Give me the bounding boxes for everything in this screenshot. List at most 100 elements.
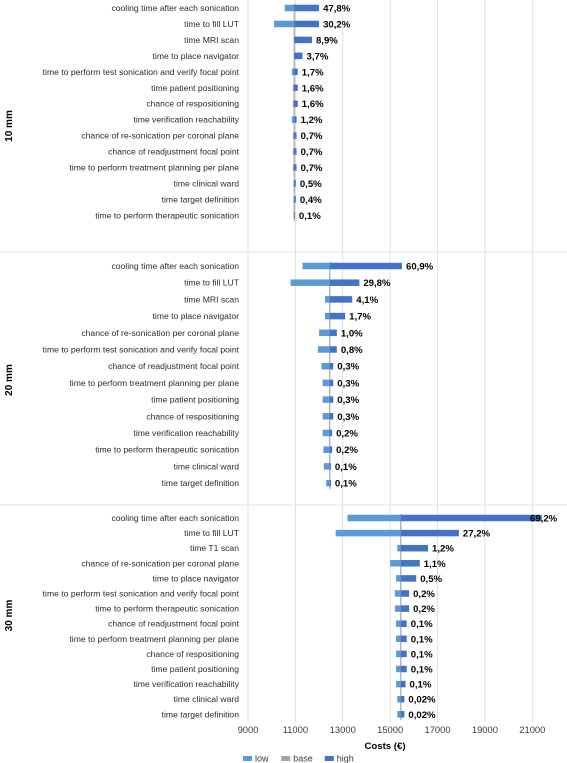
panel-1-row-10-category-label: chance of readjustment focal point — [108, 147, 240, 157]
panel-2-row-12-category-label: time to perform therapeutic sonication — [95, 445, 239, 455]
panel-2-row-10-percent-label: 0,3% — [337, 412, 359, 423]
panel-1-row-10-percent-label: 0,7% — [301, 147, 323, 158]
legend-label-low: low — [255, 754, 269, 763]
panel-2-row-11-low-bar — [322, 429, 330, 437]
panel-3-row-4-high-bar — [400, 560, 420, 567]
legend-label-base: base — [293, 754, 313, 763]
panel-3-row-4-low-bar — [390, 560, 401, 567]
panel-2-row-3-low-bar — [325, 296, 330, 303]
panel-3-label: 30 mm — [4, 600, 15, 632]
panel-2-row-6-category-label: time to perform test sonication and veri… — [43, 345, 240, 355]
panel-2-row-7-high-bar — [329, 362, 334, 370]
panel-2-label: 20 mm — [4, 364, 15, 396]
x-axis: 9000 11000 13000 15000 17000 19000 21000 — [238, 724, 546, 735]
panel-2-row-14-percent-label: 0,1% — [335, 479, 357, 490]
panel-2-row-2-high-bar — [329, 279, 360, 286]
panel-3-row-12-high-bar — [400, 680, 406, 688]
panel-2-row-6-percent-label: 0,8% — [341, 345, 363, 356]
panel-3-row-12-category-label: time verification reachability — [133, 679, 239, 689]
panel-3-row-1-category-label: cooling time after each sonication — [111, 513, 239, 523]
panel-2-row-11-category-label: time verification reachability — [133, 428, 239, 438]
panel-2-row-7-percent-label: 0,3% — [337, 362, 359, 373]
panel-3-row-7-high-bar — [400, 605, 410, 612]
panel-1-row-13-category-label: time target definition — [162, 194, 240, 204]
panel-3-row-8-high-bar — [400, 620, 407, 627]
panel-3-row-7-category-label: time to perform therapeutic sonication — [95, 604, 239, 614]
gridlines — [247, 0, 533, 722]
panel-1-row-6-low-bar — [293, 84, 295, 91]
legend-item-base: base — [281, 754, 313, 763]
panel-2-row-5-low-bar — [319, 329, 330, 337]
panel-2-row-8-category-label: time to perform treatment planning per p… — [69, 378, 239, 388]
panel-3-row-10-low-bar — [396, 650, 401, 658]
panel-1-row-1-low-bar — [284, 4, 295, 12]
panel-1-row-6-percent-label: 1,6% — [302, 83, 324, 94]
panel-2-row-9-high-bar — [329, 396, 334, 403]
panel-1-row-11-low-bar — [293, 164, 295, 171]
panel-1-row-13-low-bar — [293, 196, 295, 203]
panel-2-row-13-percent-label: 0,1% — [335, 462, 357, 473]
panel-1-row-7-category-label: chance of respositioning — [146, 99, 239, 109]
panel-2-row-5-high-bar — [329, 329, 337, 337]
panel-2-row-8-percent-label: 0,3% — [337, 378, 359, 389]
panel-3-row-10-category-label: chance of respositioning — [146, 649, 239, 659]
legend-swatch-high — [324, 756, 334, 761]
panel-2-row-6-low-bar — [317, 346, 330, 353]
panel-1-row-11-category-label: time to perform treatment planning per p… — [69, 163, 239, 173]
panel-1-label: 10 mm — [4, 110, 15, 142]
panel-3-row-14-high-bar — [400, 711, 405, 718]
panel-1-row-4-percent-label: 3,7% — [306, 51, 328, 62]
panel-1-row-8-high-bar — [294, 116, 297, 123]
panel-1-row-8-percent-label: 1,2% — [301, 115, 323, 126]
panel-3-row-3-percent-label: 1,2% — [432, 544, 454, 555]
panel-1-row-1-category-label: cooling time after each sonication — [111, 3, 239, 13]
panel-3-row-1-high-bar — [400, 514, 542, 522]
panel-2-row-1-low-bar — [302, 262, 330, 270]
panel-2-row-10-category-label: chance of respositioning — [146, 411, 239, 421]
legend-swatch-base — [281, 756, 291, 761]
panel-1-row-2-percent-label: 30,2% — [323, 19, 351, 30]
panel-1-row-2-category-label: time to fill LUT — [184, 19, 240, 29]
panel-1-row-10-low-bar — [293, 148, 295, 155]
panel-3-row-9-category-label: time to perform treatment planning per p… — [69, 634, 239, 644]
panel-3-row-6-percent-label: 0,2% — [413, 589, 435, 600]
panel-3-row-9-percent-label: 0,1% — [411, 634, 433, 645]
panel-2-row-2-percent-label: 29,8% — [363, 278, 391, 289]
panel-1-row-6-high-bar — [294, 84, 298, 91]
panel-2-row-12-high-bar — [329, 446, 333, 453]
panel-3-row-12-low-bar — [396, 680, 401, 688]
panel-3-row-5-percent-label: 0,5% — [420, 574, 442, 585]
panel-2-row-9-low-bar — [322, 396, 330, 403]
panel-2-row-8-low-bar — [322, 379, 330, 387]
panel-1-row-1-high-bar — [294, 4, 320, 12]
panel-2-row-4-high-bar — [329, 312, 346, 320]
panel-2-row-7-category-label: chance of readjustment focal point — [108, 361, 240, 371]
panel-3-row-7-percent-label: 0,2% — [413, 604, 435, 615]
panel-3-row-13-category-label: time clinical ward — [174, 694, 240, 704]
panel-1-row-12-low-bar — [293, 180, 295, 187]
panel-2-row-14-high-bar — [329, 479, 331, 487]
panel-1-row-13-percent-label: 0,4% — [300, 195, 322, 206]
panel-1-row-7-high-bar — [294, 100, 298, 107]
panel-1-row-6-category-label: time patient positioning — [151, 83, 239, 93]
panel-2-row-4-low-bar — [325, 312, 330, 320]
panel-1-row-3-percent-label: 8,9% — [316, 35, 338, 46]
panel-1-row-3-category-label: time MRI scan — [184, 35, 239, 45]
x-tick-label-17000: 17000 — [424, 724, 450, 735]
panel-3-row-11-low-bar — [396, 665, 401, 673]
panel-3-row-5-low-bar — [396, 575, 401, 582]
panel-1-row-4-category-label: time to place navigator — [153, 51, 240, 61]
labels: 10 mm cooling time after each sonication 4… — [4, 3, 558, 721]
x-axis-title: Costs (€) — [364, 741, 405, 752]
panel-3-row-1-low-bar — [347, 514, 401, 522]
panel-1-row-9-high-bar — [294, 132, 297, 139]
panel-2-row-4-category-label: time to place navigator — [153, 311, 240, 321]
panel-2-row-1-category-label: cooling time after each sonication — [111, 261, 239, 271]
panel-3-row-6-low-bar — [394, 590, 401, 597]
panel-2-row-10-low-bar — [322, 413, 330, 420]
panel-2-row-9-percent-label: 0,3% — [337, 395, 359, 406]
panel-3-row-9-low-bar — [396, 635, 401, 643]
panel-1-row-13-high-bar — [294, 196, 296, 203]
x-tick-label-9000: 9000 — [238, 724, 259, 735]
panel-1-row-7-low-bar — [293, 100, 295, 107]
